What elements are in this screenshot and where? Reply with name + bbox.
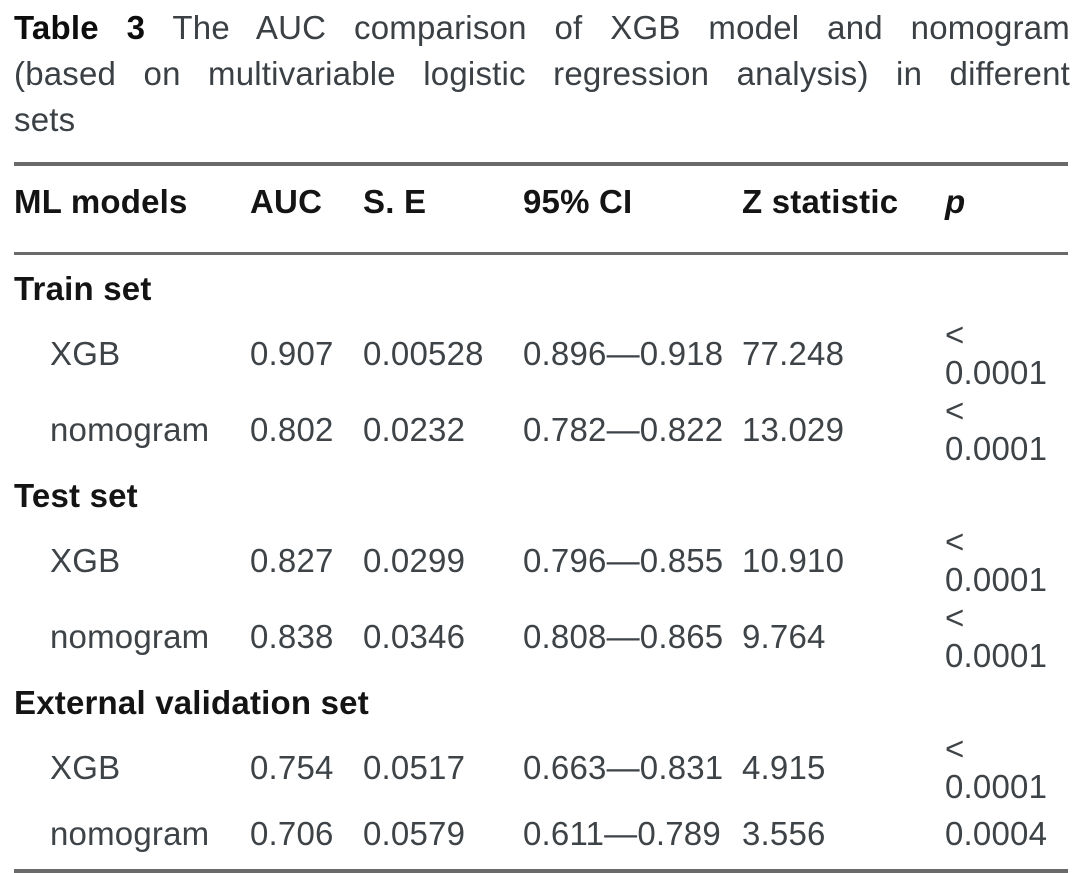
table-row: nomogram 0.838 0.0346 0.808—0.865 9.764 … xyxy=(14,599,1068,675)
cell-ci: 0.782—0.822 xyxy=(523,411,724,448)
cell-auc: 0.706 xyxy=(250,806,363,873)
cell-se: 0.0232 xyxy=(363,411,466,448)
paper-page: Table 3 The AUC comparison of XGB model … xyxy=(14,5,1070,873)
cell-z: 13.029 xyxy=(742,411,845,448)
col-header-z-statistic: Z statistic xyxy=(742,162,935,255)
cell-auc: 0.754 xyxy=(250,749,334,786)
table-row: nomogram 0.706 0.0579 0.611—0.789 3.556 … xyxy=(14,806,1068,873)
section-row-train: Train set xyxy=(14,254,1068,317)
cell-model: XGB xyxy=(50,542,121,579)
col-header-ml-models: ML models xyxy=(14,162,250,255)
caption-line-2: (based on multivariable logistic regress… xyxy=(14,55,1070,92)
col-header-auc: AUC xyxy=(250,162,363,255)
cell-ci: 0.808—0.865 xyxy=(523,618,724,655)
section-row-test: Test set xyxy=(14,468,1068,523)
cell-se: 0.0517 xyxy=(363,749,466,786)
caption-line-1: Table 3 The AUC comparison of XGB model … xyxy=(14,5,1070,51)
col-header-se: S. E xyxy=(363,162,523,255)
col-header-ci: 95% CI xyxy=(523,162,742,255)
cell-z: 10.910 xyxy=(742,542,845,579)
table-row: nomogram 0.802 0.0232 0.782—0.822 13.029… xyxy=(14,392,1068,468)
cell-se: 0.0346 xyxy=(363,618,466,655)
cell-z: 9.764 xyxy=(742,618,826,655)
cell-auc: 0.907 xyxy=(250,335,334,372)
cell-model: nomogram xyxy=(50,618,210,655)
cell-p: < 0.0001 xyxy=(945,523,1048,598)
cell-se: 0.00528 xyxy=(363,335,484,372)
cell-z: 4.915 xyxy=(742,749,826,786)
cell-p: < 0.0001 xyxy=(945,392,1048,467)
header-row: ML models AUC S. E 95% CI Z statistic p xyxy=(14,162,1068,255)
cell-auc: 0.838 xyxy=(250,618,334,655)
cell-z: 3.556 xyxy=(742,806,935,873)
cell-p: < 0.0001 xyxy=(945,316,1048,391)
cell-p: < 0.0001 xyxy=(945,730,1048,805)
cell-model: nomogram xyxy=(50,411,210,448)
table-row: XGB 0.754 0.0517 0.663—0.831 4.915 < 0.0… xyxy=(14,730,1068,806)
table-row: XGB 0.907 0.00528 0.896—0.918 77.248 < 0… xyxy=(14,316,1068,392)
cell-p: 0.0004 xyxy=(935,806,1068,873)
cell-ci: 0.796—0.855 xyxy=(523,542,724,579)
cell-auc: 0.827 xyxy=(250,542,334,579)
cell-se: 0.0579 xyxy=(363,806,523,873)
cell-model: XGB xyxy=(50,335,121,372)
section-title: Train set xyxy=(14,269,152,307)
table-row: XGB 0.827 0.0299 0.796—0.855 10.910 < 0.… xyxy=(14,523,1068,599)
cell-model: XGB xyxy=(50,749,121,786)
cell-p: < 0.0001 xyxy=(945,599,1048,674)
table-number-label: Table 3 xyxy=(14,9,146,46)
section-row-external-validation: External validation set xyxy=(14,675,1068,730)
section-title: External validation set xyxy=(14,683,369,721)
cell-ci: 0.663—0.831 xyxy=(523,749,724,786)
cell-model: nomogram xyxy=(14,806,250,873)
section-title: Test set xyxy=(14,476,138,514)
col-header-p: p xyxy=(935,162,1068,255)
caption-line-3: sets xyxy=(14,101,76,138)
cell-ci: 0.611—0.789 xyxy=(523,806,742,873)
cell-se: 0.0299 xyxy=(363,542,466,579)
cell-ci: 0.896—0.918 xyxy=(523,335,724,372)
table-caption: Table 3 The AUC comparison of XGB model … xyxy=(14,5,1070,143)
cell-auc: 0.802 xyxy=(250,411,334,448)
cell-z: 77.248 xyxy=(742,335,845,372)
auc-comparison-table: ML models AUC S. E 95% CI Z statistic p … xyxy=(14,162,1068,873)
caption-line-1-text: The AUC comparison of XGB model and nomo… xyxy=(172,9,1070,46)
